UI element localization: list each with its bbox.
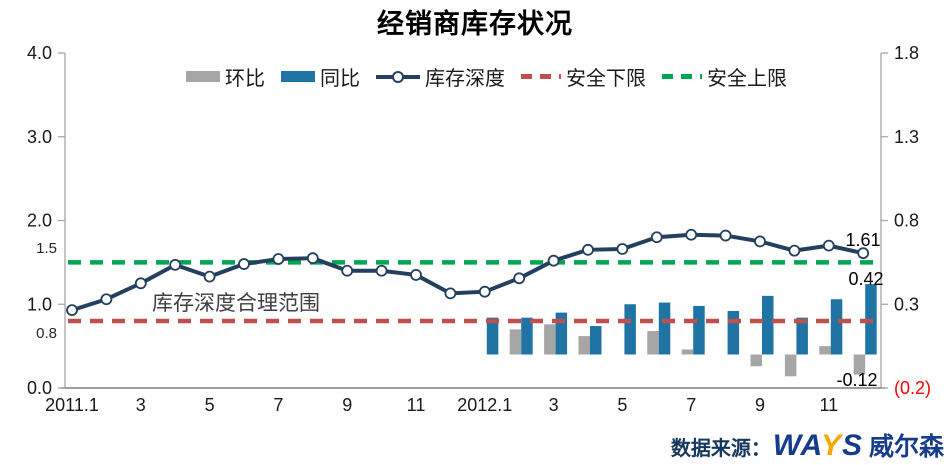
marker-库存深度-2012.2 [513,272,526,285]
bar-环比-2012.4 [578,336,590,355]
marker-库存深度-2012.3 [547,254,560,267]
marker-库存深度-2011.7 [272,253,285,265]
marker-库存深度-2011.5 [203,270,216,283]
annotation-1.61: 1.61 [845,230,880,250]
ways-logo: WAYS [772,429,863,462]
marker-库存深度-2011.8 [306,252,319,265]
bar-同比-2012.5 [624,304,636,355]
bar-同比-2012.4 [590,326,602,355]
x-axis-tick-label: 3 [549,395,559,415]
source-label: 数据来源： [670,438,771,460]
chart-title: 经销商库存状况 [377,9,573,39]
annotation-0.8: 0.8 [36,325,57,342]
x-axis-tick-label: 7 [686,395,696,415]
bar-同比-2012.11 [830,299,843,355]
right-axis-tick-label: 1.8 [894,43,919,63]
x-axis-tick-label: 5 [205,395,215,415]
legend-label: 环比 [225,68,265,90]
marker-库存深度-2012.11 [822,239,835,252]
marker-库存深度-2012.8 [719,229,732,242]
left-axis-tick-label: 1.0 [27,294,52,314]
marker-库存深度-2011.11 [410,269,422,281]
bar-同比-2012.6 [658,302,671,355]
marker-库存深度-2011.2 [100,293,113,306]
blue-bar-swatch-icon [281,71,315,82]
bar-同比-2012.3 [555,312,568,355]
x-axis-tick-label: 7 [273,395,283,415]
gray-bar-swatch-icon [186,71,220,82]
annotation-1.5: 1.5 [36,240,57,257]
left-axis-tick-label: 0.0 [27,378,52,398]
line-marker-swatch-icon [376,70,420,83]
bar-环比-2012.11 [819,346,831,355]
marker-库存深度-2012.6 [650,231,663,244]
marker-库存深度-2011.4 [169,258,182,271]
bar-同比-2012.9 [762,295,774,355]
left-axis-tick-label: 4.0 [27,43,52,63]
bar-同比-2012.8 [727,310,740,355]
right-axis-tick-label: 0.3 [894,294,919,314]
right-axis-tick-label: 0.8 [894,211,919,231]
bar-同比-2012.1 [486,317,499,355]
marker-库存深度-2012.10 [788,244,801,257]
legend: 环比 同比 库存深度 安全下限 安全上限 [186,62,787,91]
marker-库存深度-2012.4 [582,243,594,256]
bar-环比-2012.2 [509,329,522,355]
red-dash-swatch-icon [521,74,561,79]
x-axis-tick-label: 5 [617,395,627,415]
legend-label: 安全上限 [707,68,787,90]
left-axis-tick-label: 2.0 [27,211,52,231]
marker-库存深度-2012.1 [478,285,491,298]
data-source-footer: 数据来源： WAYS 威尔森 [671,427,944,463]
bar-环比-2012.9 [750,354,762,367]
x-axis-tick-label: 9 [342,395,352,415]
bar-环比-2012.3 [544,324,556,355]
annotation-库存深度合理范围: 库存深度合理范围 [152,292,320,315]
marker-库存深度-2011.1 [66,304,78,317]
bar-环比-2012.7 [681,349,694,355]
marker-库存深度-2011.9 [341,264,354,277]
ways-logo-cn: 威尔森 [868,433,944,461]
marker-库存深度-2012.5 [616,243,629,255]
marker-库存深度-2011.3 [134,277,147,290]
x-axis-tick-label: 11 [407,395,426,415]
legend-item-tongbi: 同比 [281,62,360,91]
marker-库存深度-2012.12 [857,247,870,260]
left-axis-tick-label: 3.0 [27,127,52,147]
x-axis-tick-label: 2012.1 [457,395,512,415]
legend-item-safety-lower: 安全下限 [521,62,646,91]
legend-item-huanbi: 环比 [186,62,265,91]
bar-同比-2012.10 [796,317,808,355]
marker-库存深度-2012.7 [685,228,698,241]
bar-环比-2012.12 [853,354,866,375]
bar-同比-2012.7 [693,305,705,355]
x-axis-tick-label: 9 [755,395,765,415]
bar-环比-2012.10 [784,354,797,377]
green-dash-swatch-icon [662,74,702,79]
annotation-0.42: 0.42 [848,269,883,289]
legend-label: 库存深度 [425,68,505,90]
x-axis-tick-label: 2011.1 [45,395,99,415]
x-axis-tick-label: 11 [819,395,838,415]
marker-库存深度-2011.6 [238,258,250,270]
marker-库存深度-2012.9 [754,235,766,248]
x-axis-tick-label: 3 [136,395,146,415]
legend-item-inventory-depth: 库存深度 [376,62,505,91]
legend-item-safety-upper: 安全上限 [662,62,787,91]
bar-环比-2012.6 [647,331,659,355]
legend-label: 同比 [320,68,360,90]
legend-label: 安全下限 [566,68,646,90]
annotation--0.12: -0.12 [836,370,877,390]
right-axis-tick-label: 1.3 [894,127,919,147]
bar-同比-2012.2 [521,317,533,355]
marker-库存深度-2011.12 [444,287,457,300]
right-axis-tick-label: (0.2) [894,378,931,398]
marker-库存深度-2011.10 [375,264,388,277]
